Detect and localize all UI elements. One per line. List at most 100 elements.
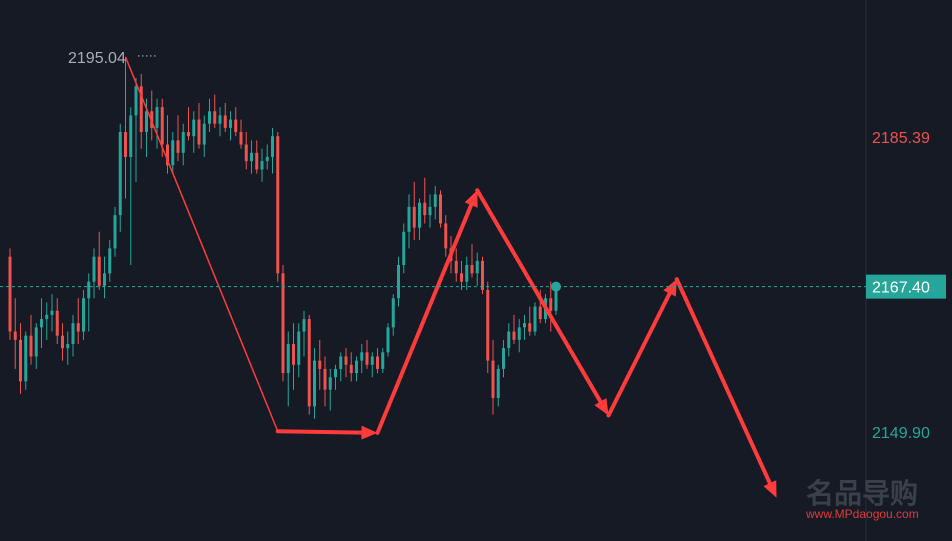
candle-body xyxy=(145,111,148,133)
trend-arrow-head xyxy=(763,480,777,498)
price-axis-label-lower: 2149.90 xyxy=(872,425,930,442)
trend-arrow-head xyxy=(361,425,378,440)
candle-body xyxy=(334,368,337,378)
candle-body xyxy=(192,119,196,137)
current-price-badge xyxy=(866,274,946,299)
candle-body xyxy=(428,206,432,216)
candle-body xyxy=(412,206,416,228)
candle-body xyxy=(118,132,122,216)
candle-body xyxy=(108,248,112,274)
candle-body xyxy=(365,352,369,365)
candle-body xyxy=(344,356,348,365)
candle-body xyxy=(244,144,248,162)
candle-body xyxy=(139,86,143,133)
candle-body xyxy=(13,331,17,340)
candle-body xyxy=(360,352,364,361)
candle-body xyxy=(528,323,532,332)
candle-body xyxy=(124,132,127,157)
candle-body xyxy=(260,161,264,170)
candle-body xyxy=(381,352,385,369)
trend-arrow-head xyxy=(663,279,677,297)
candle-body xyxy=(87,281,91,299)
watermark-url: www.MPdaogou.com xyxy=(805,507,919,521)
trend-arrow-head xyxy=(594,398,609,416)
candle-body xyxy=(502,348,505,369)
candle-body xyxy=(512,331,516,340)
trend-arrow-head xyxy=(464,190,478,208)
candle-body xyxy=(349,364,353,374)
peak-marker: 2195.04 xyxy=(68,50,156,67)
candle-body xyxy=(386,327,390,353)
candle-body xyxy=(533,306,537,332)
candle-body xyxy=(523,323,526,328)
candle-body xyxy=(208,111,211,124)
candle-body xyxy=(328,377,332,390)
candle-body xyxy=(40,319,43,328)
trend-arrow-shaft xyxy=(375,203,474,435)
candle-body xyxy=(229,119,232,128)
candle-body xyxy=(19,339,22,382)
price-axis: 2185.39 2149.90 2167.40 xyxy=(866,130,946,442)
candle-body xyxy=(202,123,206,145)
candle-body xyxy=(554,286,558,311)
candle-body xyxy=(481,260,484,290)
candle-body xyxy=(29,335,33,357)
candle-body xyxy=(82,298,85,332)
candle-body xyxy=(50,310,54,315)
trend-arrows-layer xyxy=(124,56,777,498)
candle-body xyxy=(171,140,175,166)
candle-body xyxy=(318,360,322,369)
trend-arrow-shaft xyxy=(674,277,772,486)
candle-body xyxy=(313,360,316,407)
candle-body xyxy=(218,115,222,124)
candle-body xyxy=(507,331,511,349)
candle-body xyxy=(407,206,411,232)
candle-body xyxy=(460,273,463,282)
candle-body xyxy=(292,343,295,365)
candle-body xyxy=(181,132,185,153)
candle-body xyxy=(66,343,70,349)
trend-arrow-shaft xyxy=(275,429,364,435)
candle-body xyxy=(61,335,64,349)
trend-arrow-shaft xyxy=(606,291,672,418)
candle-body xyxy=(549,298,553,311)
peak-price-label: 2195.04 xyxy=(68,50,126,67)
candle-body xyxy=(470,265,474,274)
candle-body xyxy=(323,368,327,390)
candle-body xyxy=(286,343,290,374)
candle-body xyxy=(370,356,374,365)
candle-body xyxy=(465,265,469,282)
candle-body xyxy=(281,273,285,374)
candle-body xyxy=(71,323,75,344)
candle-body xyxy=(402,231,406,266)
candle-body xyxy=(24,335,28,382)
candle-body xyxy=(355,360,358,374)
candle-body xyxy=(239,132,243,145)
candle-body xyxy=(439,194,442,224)
candle-body xyxy=(517,327,521,340)
price-axis-label-upper: 2185.39 xyxy=(872,130,930,147)
candle-body xyxy=(444,223,448,249)
candle-body xyxy=(339,356,343,369)
candle-body xyxy=(397,265,400,299)
candle-body xyxy=(376,356,379,369)
candle-body xyxy=(391,298,395,328)
candle-body xyxy=(197,119,201,145)
candle-body xyxy=(176,140,180,153)
candle-body xyxy=(454,260,458,274)
candle-body xyxy=(491,360,495,399)
candle-body xyxy=(265,156,269,162)
candle-body xyxy=(155,107,159,128)
candle-body xyxy=(160,107,164,145)
current-price-dot xyxy=(551,281,561,292)
candle-body xyxy=(187,132,190,137)
trend-line xyxy=(124,56,279,432)
candle-body xyxy=(496,368,500,399)
current-price-badge-text: 2167.40 xyxy=(872,280,930,297)
candle-body xyxy=(307,319,311,407)
candle-body xyxy=(255,152,259,170)
trend-arrow-shaft xyxy=(475,188,603,404)
candle-body xyxy=(234,119,238,133)
